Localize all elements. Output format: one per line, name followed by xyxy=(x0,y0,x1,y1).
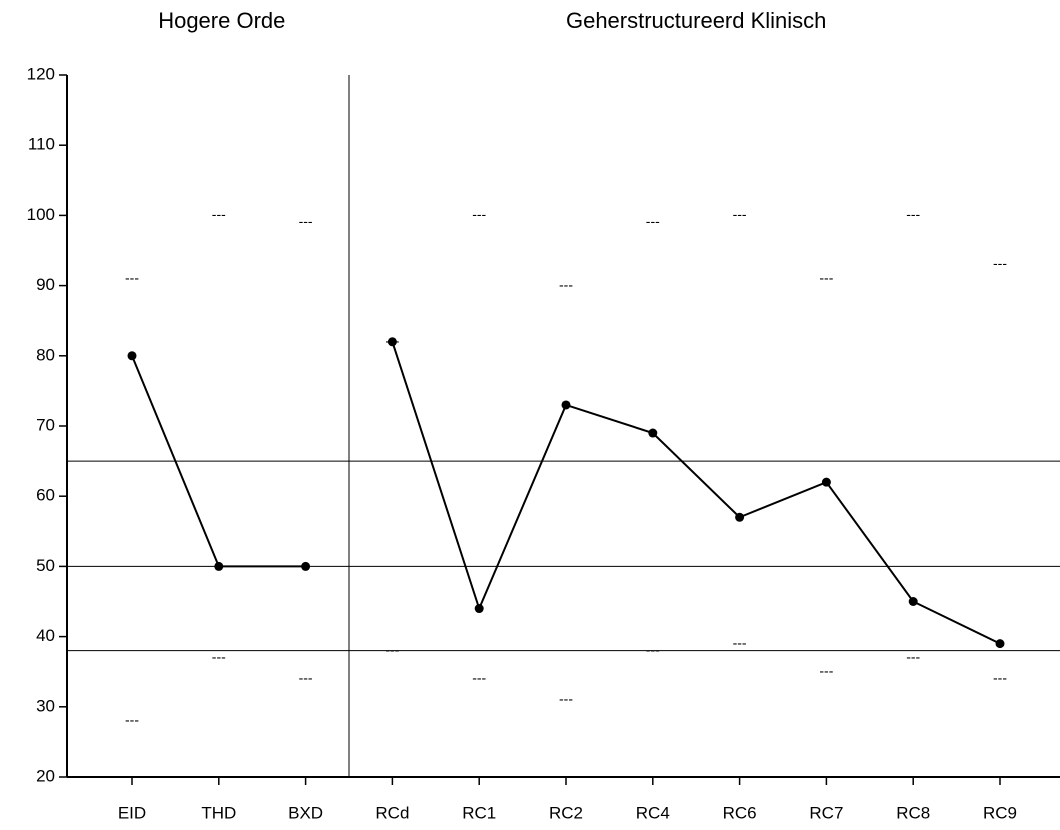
data-point xyxy=(648,428,658,438)
range-marker: --- xyxy=(993,255,1007,271)
y-tick-label: 90 xyxy=(36,275,55,294)
x-tick-label: RCd xyxy=(375,803,409,822)
range-marker: --- xyxy=(125,269,139,285)
range-marker: --- xyxy=(646,641,660,657)
profile-line xyxy=(391,341,1001,645)
range-marker: --- xyxy=(559,690,573,706)
data-point xyxy=(561,400,571,410)
range-marker: --- xyxy=(733,206,747,222)
data-point xyxy=(474,604,484,614)
range-marker: --- xyxy=(299,213,313,229)
group-title: Geherstructureerd Klinisch xyxy=(566,8,826,33)
range-marker: --- xyxy=(125,712,139,728)
data-point xyxy=(908,597,918,606)
range-marker: --- xyxy=(906,206,920,222)
x-tick-label: THD xyxy=(201,803,236,822)
y-tick-label: 40 xyxy=(36,626,55,645)
data-point xyxy=(127,351,137,361)
data-point xyxy=(995,639,1005,649)
y-tick-label: 20 xyxy=(36,766,55,785)
x-tick-label: EID xyxy=(118,803,146,822)
y-tick-label: 110 xyxy=(28,135,55,154)
y-tick-label: 100 xyxy=(27,205,55,224)
data-point xyxy=(735,512,745,522)
x-tick-label: RC8 xyxy=(896,803,930,822)
range-marker: --- xyxy=(646,213,660,229)
y-tick-label: 80 xyxy=(36,345,55,364)
range-marker: --- xyxy=(733,634,747,650)
x-tick-label: RC6 xyxy=(723,803,757,822)
y-tick-label: 70 xyxy=(36,415,55,434)
x-tick-label: RC2 xyxy=(549,803,583,822)
x-tick-label: RC7 xyxy=(809,803,843,822)
y-tick-label: 50 xyxy=(36,556,55,575)
group-title: Hogere Orde xyxy=(158,8,285,33)
range-marker: --- xyxy=(993,669,1007,685)
range-marker: --- xyxy=(385,641,399,657)
y-tick-label: 30 xyxy=(36,696,55,715)
data-point xyxy=(214,561,224,571)
y-tick-label: 60 xyxy=(36,486,55,505)
range-marker: --- xyxy=(819,662,833,678)
range-marker: --- xyxy=(906,648,920,664)
x-tick-label: BXD xyxy=(288,803,323,822)
data-point xyxy=(387,337,397,347)
range-marker: --- xyxy=(212,648,226,664)
data-point xyxy=(301,561,311,571)
range-marker: --- xyxy=(819,269,833,285)
range-marker: --- xyxy=(299,669,313,685)
range-marker: --- xyxy=(472,669,486,685)
x-tick-label: RC4 xyxy=(636,803,670,822)
data-point xyxy=(821,477,831,487)
x-tick-label: RC1 xyxy=(462,803,496,822)
range-marker: --- xyxy=(212,206,226,222)
range-marker: --- xyxy=(472,206,486,222)
range-marker: --- xyxy=(559,276,573,292)
x-tick-label: RC9 xyxy=(983,803,1017,822)
y-tick-label: 120 xyxy=(27,64,55,83)
